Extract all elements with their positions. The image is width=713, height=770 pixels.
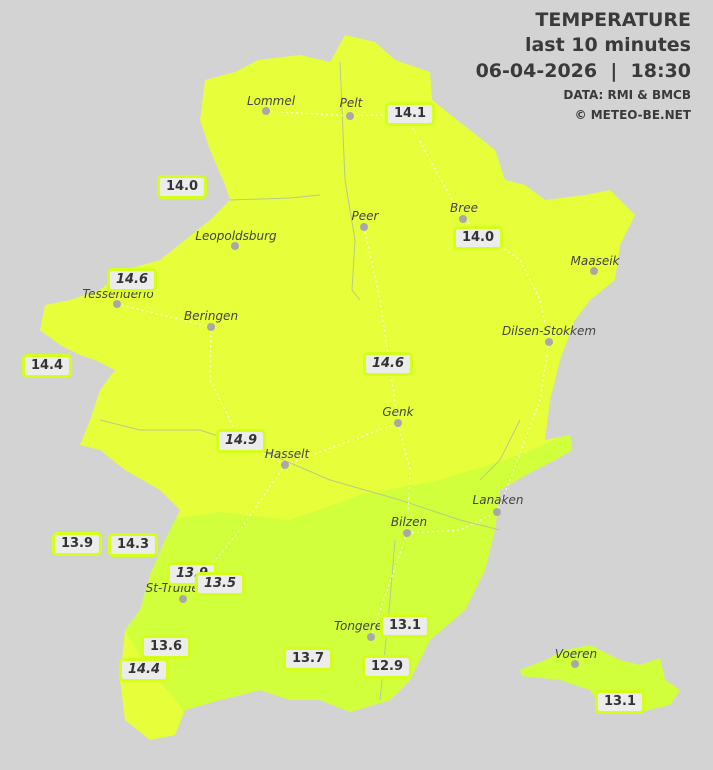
city-label: Voeren [554,647,598,661]
temperature-reading[interactable]: 13.6 [140,635,192,659]
temperature-reading[interactable]: 14.0 [452,226,504,250]
temperature-reading[interactable]: 13.1 [594,690,646,714]
municipal-borders [99,61,521,701]
city-label: Dilsen-Stokkem [501,324,597,338]
city-label: Tongeren [334,619,390,633]
city-marker [493,508,501,516]
temperature-reading[interactable]: 14.6 [362,352,414,376]
city-label: Lanaken [472,493,524,507]
city-marker [262,107,270,115]
temperature-reading[interactable]: 13.9 [51,532,103,556]
temperature-reading[interactable]: 14.9 [215,429,267,453]
temperature-reading[interactable]: 14.4 [21,354,73,378]
city-label: Pelt [339,96,363,110]
city-label: Genk [382,405,414,419]
city-marker [231,242,239,250]
map-title: TEMPERATURE [535,9,691,31]
city-label: Beringen [183,309,239,323]
city-marker [367,633,375,641]
city-marker [394,419,402,427]
city-marker [571,660,579,668]
city-label: Hasselt [264,447,310,461]
city-label: Lommel [246,94,296,108]
temperature-reading[interactable]: 14.1 [384,102,436,126]
city-marker [207,323,215,331]
city-marker [179,595,187,603]
city-label: Peer [351,209,379,223]
city-marker [360,223,368,231]
data-source: DATA: RMI & BMCB [563,88,691,102]
temperature-reading[interactable]: 13.1 [379,614,431,638]
city-marker [590,267,598,275]
city-label: Bilzen [390,515,428,529]
city-marker [281,461,289,469]
city-marker [545,338,553,346]
map-datetime: 06-04-2026 | 18:30 [475,60,691,82]
city-marker [403,529,411,537]
city-label: Leopoldsburg [195,229,277,243]
temperature-reading[interactable]: 14.3 [107,533,159,557]
copyright: © METEO-BE.NET [574,108,691,122]
city-marker [346,112,354,120]
temperature-reading[interactable]: 14.4 [118,658,170,682]
temperature-reading[interactable]: 14.6 [106,268,158,292]
temperature-reading[interactable]: 13.5 [194,572,246,596]
temperature-reading[interactable]: 13.7 [282,647,334,671]
city-marker [113,300,121,308]
map-subtitle: last 10 minutes [524,34,691,56]
city-label: Bree [450,201,478,215]
city-marker [459,215,467,223]
city-label: Maaseik [570,254,620,268]
temperature-reading[interactable]: 14.0 [156,175,208,199]
temperature-reading[interactable]: 12.9 [361,655,413,679]
